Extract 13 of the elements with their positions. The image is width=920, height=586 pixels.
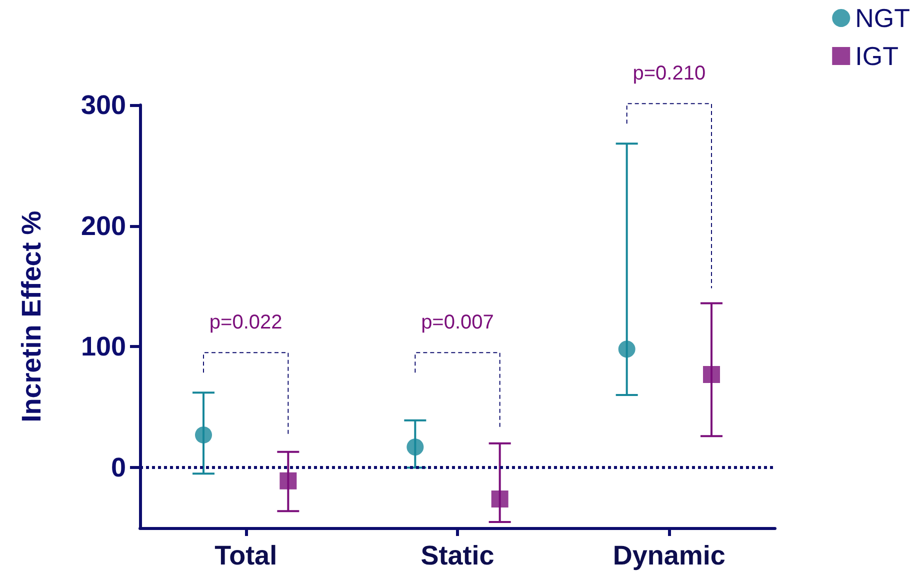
x-tick-label: Total [214, 540, 278, 570]
y-tick-label: 300 [80, 90, 126, 120]
x-tick-label: Static [420, 540, 494, 570]
y-tick-label: 0 [110, 452, 126, 483]
y-tick-label: 200 [80, 210, 126, 241]
y-tick-label: 100 [80, 332, 126, 362]
y-axis-title: Incretin Effect % [16, 210, 46, 422]
annotation: p=0.022 [209, 312, 282, 334]
text: p=0.210 [632, 62, 706, 85]
legend-label: IGT [855, 41, 899, 71]
legend-label: NGT [855, 3, 910, 33]
annotation: p=0.007 [421, 312, 494, 334]
x-tick-label: Dynamic [612, 540, 726, 570]
